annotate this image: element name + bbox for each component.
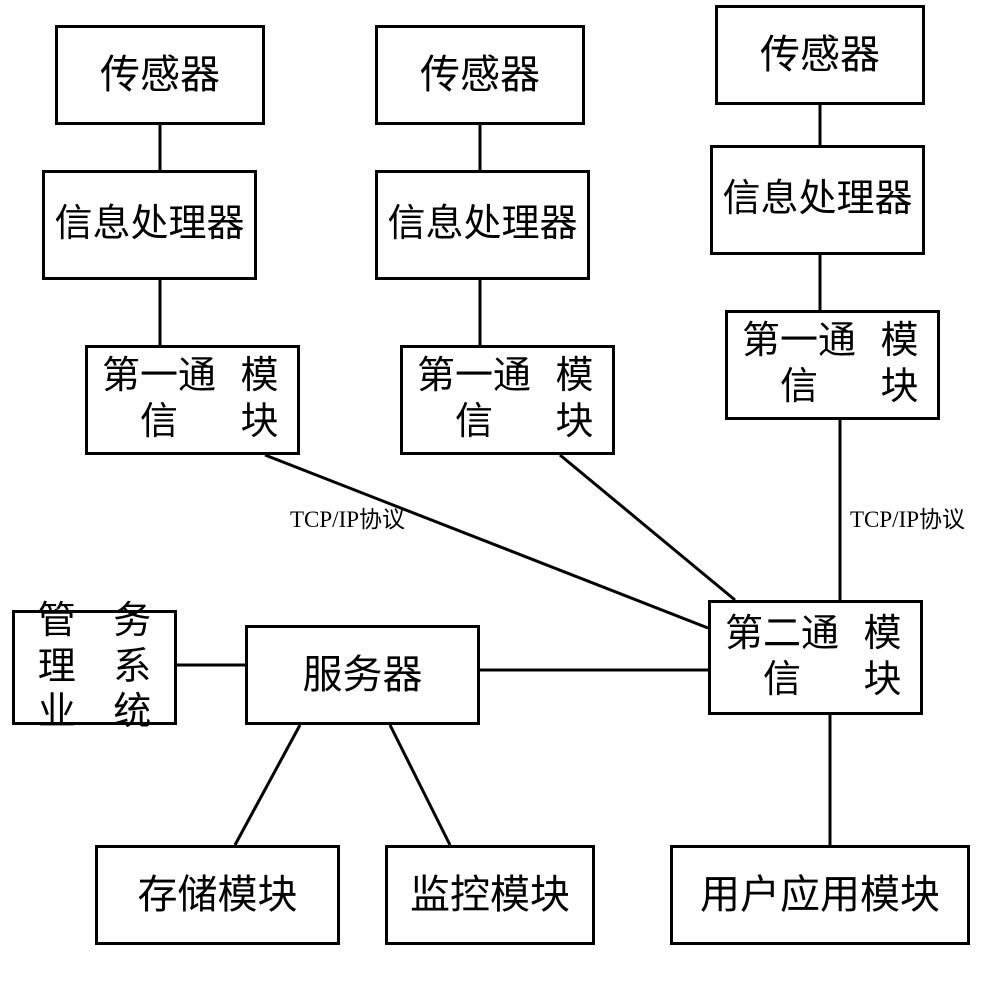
node-second-comm: 第二通信模块 bbox=[708, 600, 923, 715]
node-info-processor-3: 信息处理器 bbox=[710, 145, 925, 255]
node-first-comm-3: 第一通信模块 bbox=[725, 310, 940, 420]
node-mgmt-system: 管理业务系统 bbox=[12, 610, 177, 725]
node-storage: 存储模块 bbox=[95, 845, 340, 945]
node-first-comm-2: 第一通信模块 bbox=[400, 345, 615, 455]
node-first-comm-1: 第一通信模块 bbox=[85, 345, 300, 455]
diagram-canvas: 传感器 传感器 传感器 信息处理器 信息处理器 信息处理器 第一通信模块 第一通… bbox=[0, 0, 1000, 984]
node-sensor-3: 传感器 bbox=[715, 5, 925, 105]
node-user-app: 用户应用模块 bbox=[670, 845, 970, 945]
node-monitor: 监控模块 bbox=[385, 845, 595, 945]
node-sensor-2: 传感器 bbox=[375, 25, 585, 125]
node-sensor-1: 传感器 bbox=[55, 25, 265, 125]
edge-label-tcpip-right: TCP/IP协议 bbox=[850, 500, 965, 534]
node-info-processor-2: 信息处理器 bbox=[375, 170, 590, 280]
node-server: 服务器 bbox=[245, 625, 480, 725]
node-info-processor-1: 信息处理器 bbox=[42, 170, 257, 280]
edge-label-tcpip-left: TCP/IP协议 bbox=[290, 500, 405, 534]
